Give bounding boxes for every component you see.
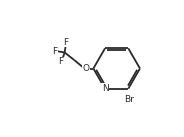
Text: Br: Br — [124, 95, 134, 104]
Text: N: N — [102, 84, 108, 93]
Text: F: F — [52, 47, 57, 56]
Text: F: F — [59, 57, 64, 66]
Text: F: F — [63, 38, 68, 47]
Text: O: O — [82, 64, 89, 73]
